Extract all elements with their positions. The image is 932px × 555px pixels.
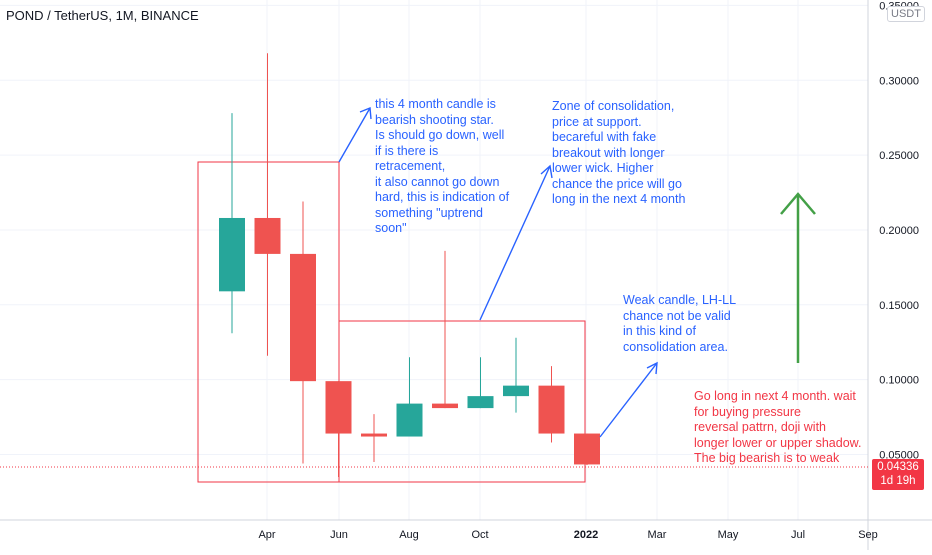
y-tick-label: 0.25000 [879, 150, 919, 162]
y-axis-ticks: 0.05000 0.10000 0.15000 0.20000 0.25000 0.300… [879, 0, 919, 461]
x-tick-label: 2022 [574, 529, 598, 541]
candle[interactable] [538, 366, 565, 443]
candle[interactable] [219, 113, 245, 334]
x-tick-label: Mar [648, 529, 667, 541]
countdown-value: 1d 19h [880, 475, 916, 487]
candle-body [254, 217, 281, 254]
candle[interactable] [325, 381, 352, 477]
annotation-weak-candle[interactable]: Weak candle, LH-LL chance not be valid i… [623, 293, 737, 354]
x-tick-label: Apr [258, 529, 275, 541]
annotation-go-long[interactable]: Go long in next 4 month. wait for buying… [694, 389, 862, 465]
candle[interactable] [254, 53, 281, 356]
candle[interactable] [574, 433, 600, 465]
candle-body [396, 403, 423, 437]
arrows [338, 107, 816, 438]
candle-body [538, 385, 565, 434]
x-axis-ticks: Apr Jun Aug Oct 2022 Mar May Jul Sep [258, 529, 877, 541]
candle[interactable] [290, 201, 316, 464]
candle-body [325, 381, 352, 434]
x-tick-label: Jun [330, 529, 348, 541]
arrow-weak-candle[interactable] [599, 361, 658, 438]
candle-body [290, 253, 316, 382]
candle[interactable] [396, 357, 423, 437]
x-tick-label: Aug [399, 529, 419, 541]
candle-body [361, 433, 387, 437]
currency-badge[interactable]: USDT [887, 6, 925, 22]
candle[interactable] [467, 357, 494, 409]
x-tick-label: May [718, 529, 739, 541]
candle-body [432, 403, 458, 409]
y-tick-label: 0.20000 [879, 225, 919, 237]
x-tick-label: Jul [791, 529, 805, 541]
annotation-shooting-star[interactable]: this 4 month candle is bearish shooting … [375, 97, 510, 235]
y-tick-label: 0.10000 [879, 375, 919, 387]
x-tick-label: Sep [858, 529, 878, 541]
arrow-consolidation[interactable] [479, 164, 553, 321]
last-price-tag: 0.04336 1d 19h [872, 459, 924, 490]
y-tick-label: 0.05000 [879, 450, 919, 462]
y-tick-label: 0.15000 [879, 300, 919, 312]
candle[interactable] [361, 414, 387, 462]
grid [0, 0, 869, 520]
arrow-shooting-star[interactable] [338, 107, 372, 163]
candle-body [574, 433, 600, 465]
symbol-title[interactable]: POND / TetherUS, 1M, BINANCE [6, 8, 199, 23]
candle[interactable] [432, 250, 458, 409]
candle-body [467, 396, 494, 409]
candles [219, 53, 600, 477]
x-tick-label: Oct [471, 529, 488, 541]
candle-body [503, 385, 529, 397]
shooting-star-box[interactable] [197, 161, 340, 483]
annotation-consolidation[interactable]: Zone of consolidation, price at support.… [552, 99, 686, 206]
arrow-up-green[interactable] [780, 192, 816, 363]
candle-body [219, 217, 245, 292]
candle[interactable] [503, 337, 529, 413]
last-price-value: 0.04336 [877, 461, 919, 473]
y-tick-label: 0.30000 [879, 75, 919, 87]
